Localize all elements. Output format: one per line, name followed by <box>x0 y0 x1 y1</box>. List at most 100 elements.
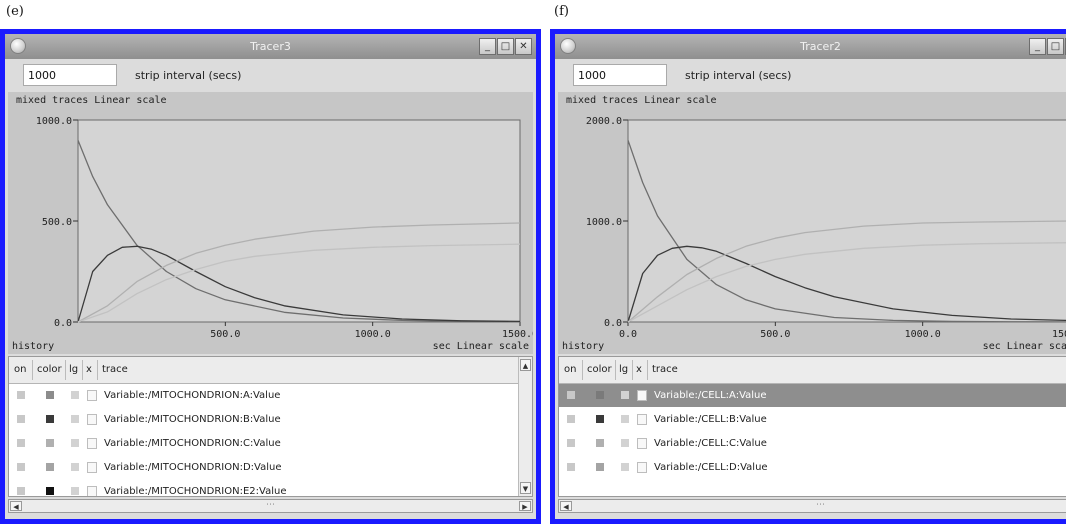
window-menu-icon[interactable] <box>560 38 576 54</box>
title-bar[interactable]: Tracer3 _ □ ✕ <box>5 34 536 59</box>
trace-x-checkbox[interactable] <box>87 462 97 473</box>
scroll-up-button[interactable]: ▲ <box>520 359 531 371</box>
scale-label: sec Linear scale <box>982 341 1066 352</box>
tracer-window-frame-f: Tracer2 _ □ ✕ strip interval (secs) mixe… <box>550 29 1066 524</box>
x-tick-label: 1000.0 <box>905 329 941 340</box>
trace-list-header: on color lg x trace <box>9 357 518 384</box>
trace-x-checkbox[interactable] <box>87 438 97 449</box>
trace-on-toggle[interactable] <box>17 391 25 399</box>
trace-row[interactable]: Variable:/MITOCHONDRION:B:Value <box>9 408 518 431</box>
trace-on-toggle[interactable] <box>567 391 575 399</box>
trace-on-toggle[interactable] <box>17 415 25 423</box>
horizontal-scrollbar[interactable]: ◀ ⋯ ▶ <box>8 499 533 513</box>
maximize-button[interactable]: □ <box>497 38 514 55</box>
trace-log-toggle[interactable] <box>71 391 79 399</box>
trace-color-swatch[interactable] <box>46 439 54 447</box>
minimize-button[interactable]: _ <box>479 38 496 55</box>
scroll-left-button[interactable]: ◀ <box>560 501 572 511</box>
column-color[interactable]: color <box>37 364 62 375</box>
trace-row[interactable]: Variable:/MITOCHONDRION:D:Value <box>9 456 518 479</box>
column-x[interactable]: x <box>86 364 92 375</box>
trace-on-toggle[interactable] <box>17 487 25 495</box>
vertical-scrollbar[interactable]: ▲ ▼ <box>518 357 532 496</box>
series-line-0 <box>627 139 1066 323</box>
history-label: history <box>562 341 605 352</box>
trace-x-checkbox[interactable] <box>87 486 97 496</box>
title-bar[interactable]: Tracer2 _ □ ✕ <box>555 34 1066 59</box>
trace-log-toggle[interactable] <box>71 439 79 447</box>
scroll-right-button[interactable]: ▶ <box>519 501 531 511</box>
trace-on-toggle[interactable] <box>567 463 575 471</box>
trace-on-toggle[interactable] <box>17 439 25 447</box>
strip-interval-label: strip interval (secs) <box>685 69 792 82</box>
trace-list: on color lg x trace Variable:/CELL:A:Val… <box>558 356 1066 497</box>
trace-row[interactable]: Variable:/CELL:C:Value <box>559 432 1066 455</box>
history-label: history <box>12 341 55 352</box>
trace-color-swatch[interactable] <box>596 415 604 423</box>
tracer-window: Tracer2 _ □ ✕ strip interval (secs) mixe… <box>555 34 1066 519</box>
trace-log-toggle[interactable] <box>621 439 629 447</box>
plot-area: mixed traces Linear scale 0.0 500.0 1000.0… <box>8 92 533 354</box>
trace-log-toggle[interactable] <box>71 487 79 495</box>
trace-log-toggle[interactable] <box>621 391 629 399</box>
trace-on-toggle[interactable] <box>17 463 25 471</box>
trace-row[interactable]: Variable:/MITOCHONDRION:C:Value <box>9 432 518 455</box>
trace-list-header: on color lg x trace <box>559 357 1066 384</box>
trace-row[interactable]: Variable:/CELL:B:Value <box>559 408 1066 431</box>
trace-name: Variable:/MITOCHONDRION:A:Value <box>104 390 281 401</box>
trace-color-swatch[interactable] <box>46 391 54 399</box>
column-on[interactable]: on <box>14 364 27 375</box>
y-tick-label: 1000.0 <box>586 217 622 228</box>
strip-interval-input[interactable] <box>573 64 667 86</box>
trace-row[interactable]: Variable:/CELL:A:Value <box>559 384 1066 407</box>
trace-name: Variable:/CELL:B:Value <box>654 414 767 425</box>
trace-list: on color lg x trace Variable:/MITOCHONDR… <box>8 356 533 497</box>
trace-color-swatch[interactable] <box>596 439 604 447</box>
minimize-button[interactable]: _ <box>1029 38 1046 55</box>
trace-on-toggle[interactable] <box>567 415 575 423</box>
x-tick-label: 500.0 <box>760 329 790 340</box>
column-x[interactable]: x <box>636 364 642 375</box>
trace-x-checkbox[interactable] <box>637 438 647 449</box>
trace-log-toggle[interactable] <box>621 463 629 471</box>
trace-color-swatch[interactable] <box>596 463 604 471</box>
maximize-button[interactable]: □ <box>1047 38 1064 55</box>
trace-row[interactable]: Variable:/CELL:D:Value <box>559 456 1066 479</box>
series-line-3 <box>627 242 1066 323</box>
trace-x-checkbox[interactable] <box>637 462 647 473</box>
column-on[interactable]: on <box>564 364 577 375</box>
scroll-left-button[interactable]: ◀ <box>10 501 22 511</box>
column-trace[interactable]: trace <box>652 364 678 375</box>
trace-color-swatch[interactable] <box>596 391 604 399</box>
trace-row[interactable]: Variable:/MITOCHONDRION:A:Value <box>9 384 518 407</box>
y-tick-label: 500.0 <box>42 217 72 228</box>
trace-x-checkbox[interactable] <box>637 390 647 401</box>
trace-color-swatch[interactable] <box>46 487 54 495</box>
column-lg[interactable]: lg <box>619 364 629 375</box>
strip-interval-input[interactable] <box>23 64 117 86</box>
trace-color-swatch[interactable] <box>46 463 54 471</box>
trace-row[interactable]: Variable:/MITOCHONDRION:E2:Value <box>9 480 518 496</box>
trace-x-checkbox[interactable] <box>637 414 647 425</box>
column-color[interactable]: color <box>587 364 612 375</box>
trace-log-toggle[interactable] <box>71 463 79 471</box>
trace-x-checkbox[interactable] <box>87 390 97 401</box>
scroll-down-button[interactable]: ▼ <box>520 482 531 494</box>
column-trace[interactable]: trace <box>102 364 128 375</box>
trace-name: Variable:/MITOCHONDRION:D:Value <box>104 462 282 473</box>
trace-x-checkbox[interactable] <box>87 414 97 425</box>
scroll-grip-icon[interactable]: ⋯ <box>816 500 825 510</box>
window-menu-icon[interactable] <box>10 38 26 54</box>
trace-on-toggle[interactable] <box>567 439 575 447</box>
horizontal-scrollbar[interactable]: ◀ ⋯ ▶ <box>558 499 1066 513</box>
trace-log-toggle[interactable] <box>71 415 79 423</box>
scroll-grip-icon[interactable]: ⋯ <box>266 500 275 510</box>
trace-color-swatch[interactable] <box>46 415 54 423</box>
y-tick-label: 2000.0 <box>586 116 622 127</box>
trace-mode-label: mixed traces Linear scale <box>566 95 717 106</box>
column-lg[interactable]: lg <box>69 364 79 375</box>
series-line-3 <box>77 243 521 323</box>
close-button[interactable]: ✕ <box>515 38 532 55</box>
trace-log-toggle[interactable] <box>621 415 629 423</box>
series-line-2 <box>627 220 1066 323</box>
